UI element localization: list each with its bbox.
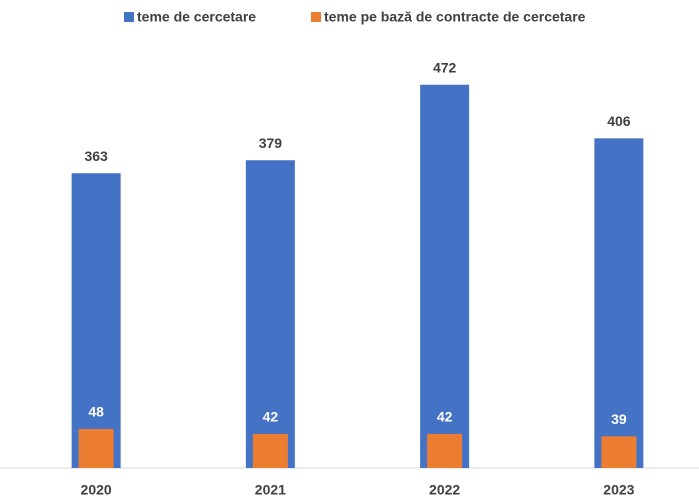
legend-label: teme de cercetare bbox=[137, 9, 256, 25]
bar bbox=[252, 433, 288, 468]
bar bbox=[71, 173, 121, 468]
data-label: 42 bbox=[263, 409, 279, 425]
legend-swatch bbox=[311, 12, 321, 22]
data-label: 48 bbox=[88, 404, 104, 420]
legend-swatch bbox=[124, 12, 134, 22]
x-tick-label: 2020 bbox=[81, 482, 112, 497]
bar bbox=[594, 138, 644, 468]
legend-label: teme pe bază de contracte de cercetare bbox=[324, 9, 586, 25]
bar bbox=[245, 160, 295, 468]
bar bbox=[420, 84, 470, 469]
data-label: 42 bbox=[437, 409, 453, 425]
bar bbox=[427, 433, 463, 468]
x-tick-label: 2023 bbox=[603, 482, 634, 497]
bar bbox=[601, 436, 637, 468]
data-label: 406 bbox=[607, 113, 631, 129]
data-label: 379 bbox=[259, 135, 283, 151]
data-label: 363 bbox=[84, 148, 108, 164]
data-label: 39 bbox=[611, 411, 627, 427]
x-tick-label: 2022 bbox=[429, 482, 460, 497]
x-tick-label: 2021 bbox=[255, 482, 286, 497]
data-label: 472 bbox=[433, 59, 457, 75]
bar bbox=[78, 429, 114, 468]
